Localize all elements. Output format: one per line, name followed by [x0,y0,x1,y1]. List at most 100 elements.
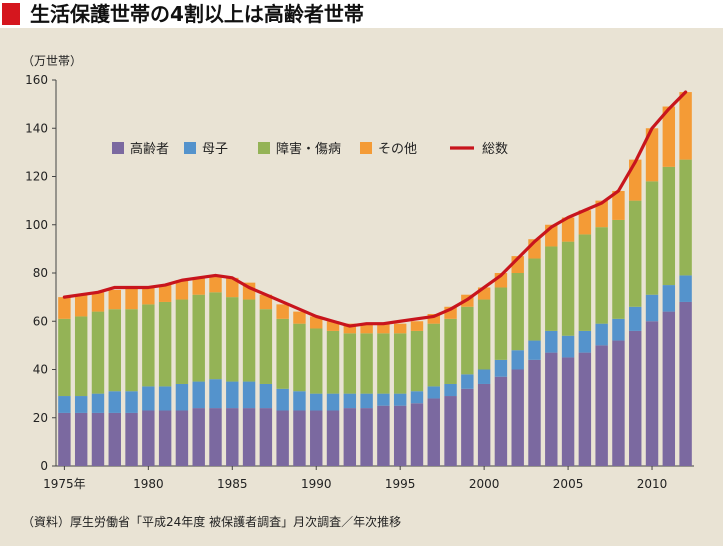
legend-swatch [112,142,124,154]
bar-segment [461,374,474,389]
bar-segment [142,386,155,411]
bar-segment [629,159,642,201]
bar-segment [377,393,390,406]
bar-segment [393,333,407,394]
bar-segment [259,383,273,409]
bar-segment [578,234,592,331]
bar-segment [461,306,474,375]
chart-title: 生活保護世帯の4割以上は高齢者世帯 [30,2,364,26]
bar-segment [377,333,390,394]
bar-segment [360,333,373,394]
bar-segment [629,330,642,466]
bar-segment [444,318,457,384]
bar-segment [595,200,608,228]
bar-segment [494,376,508,466]
bar-segment [226,297,239,382]
legend-swatch [360,142,372,154]
bar-segment [326,393,340,411]
bar-segment [662,285,676,312]
x-tick-label: 1985 [217,477,248,491]
y-tick-label: 40 [33,363,48,377]
y-tick-label: 0 [40,459,48,473]
bar-segment [612,340,625,466]
y-tick-label: 120 [25,170,48,184]
source-note: （資料）厚生労働省「平成24年度 被保護者調査」月次調査／年次推移 [22,515,402,529]
bar-segment [612,318,625,341]
bar-segment [242,381,256,409]
bar-segment [662,311,676,466]
bar-segment [58,297,71,319]
bar-segment [310,393,323,411]
bar-segment [545,330,558,353]
bar-segment [377,405,390,466]
bar-segment [242,408,256,466]
bar-segment [276,388,289,411]
bar-segment [679,159,692,276]
bar-segment [360,323,373,334]
bar-segment [226,408,239,466]
bar-segment [276,410,289,466]
x-tick-label: 2000 [469,477,500,491]
bar-segment [226,381,239,409]
bar-segment [427,386,440,399]
bar-segment [74,396,88,413]
bar-segment [192,294,205,382]
bar-segment [58,318,71,397]
bar-segment [679,301,692,466]
bar-segment [645,128,659,182]
bar-segment [477,369,491,384]
bar-segment [578,330,592,353]
bar-segment [561,335,575,358]
bar-segment [74,316,88,397]
bar-segment [142,410,155,466]
bar-segment [142,304,155,387]
bar-segment [259,309,273,384]
bar-segment [343,323,357,334]
bar-segment [259,408,273,466]
bar-segment [293,323,306,392]
bar-segment [175,383,189,411]
bar-segment [74,412,88,466]
bar-segment [108,391,121,413]
bar-segment [528,359,541,466]
bar-segment [629,306,642,331]
bar-segment [410,403,424,466]
bar-segment [326,330,340,394]
bar-segment [175,410,189,466]
bar-segment [209,408,222,466]
bar-segment [645,181,659,295]
legend-label: 高齢者 [130,141,169,157]
bar-segment [175,280,189,300]
bar-segment [310,316,323,329]
bar-segment [360,393,373,409]
bar-segment [595,227,608,324]
bar-segment [393,405,407,466]
bar-segment [444,383,457,397]
bar-segment [175,299,189,384]
bar-segment [629,200,642,307]
bar-segment [377,323,390,334]
bar-segment [158,285,172,302]
bar-segment [91,393,105,413]
bar-segment [74,294,88,317]
bar-segment [158,410,172,466]
bar-segment [595,323,608,346]
bar-segment [91,292,105,312]
y-tick-label: 100 [25,218,48,232]
bar-segment [343,393,357,409]
bar-segment [410,391,424,404]
y-tick-label: 80 [33,266,48,280]
y-tick-label: 140 [25,121,48,135]
legend-label: その他 [378,142,417,157]
bar-segment [108,412,121,466]
bar-segment [545,352,558,466]
bar-segment [310,410,323,466]
legend-label: 障害・傷病 [276,141,341,157]
bar-segment [561,357,575,466]
bar-segment [293,410,306,466]
bar-segment [511,369,524,466]
bar-segment [158,301,172,387]
bar-segment [645,321,659,466]
bar-segment [209,379,222,409]
bar-segment [209,292,222,380]
